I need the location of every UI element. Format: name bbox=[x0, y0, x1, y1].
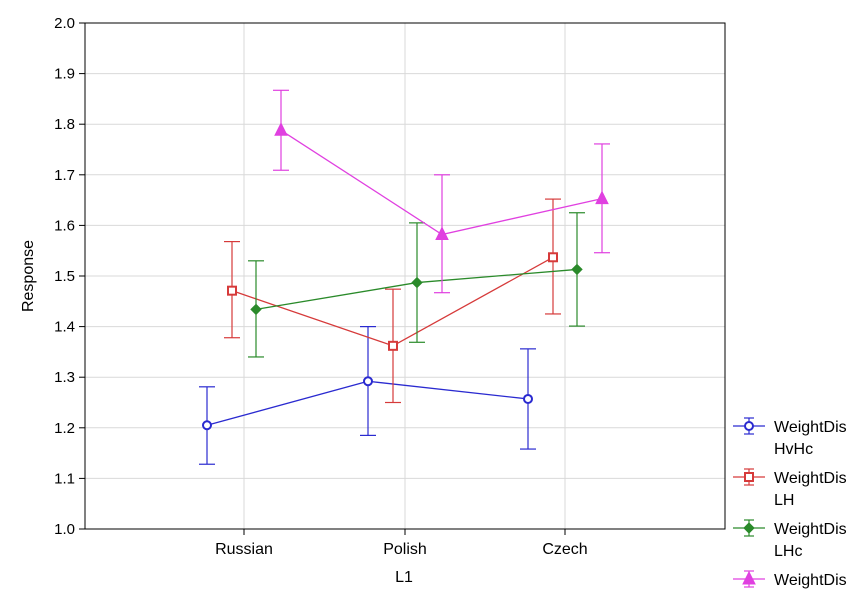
y-tick-label: 1.6 bbox=[54, 217, 75, 234]
y-tick-label: 1.3 bbox=[54, 369, 75, 386]
legend-item: WeightDis LHc bbox=[733, 519, 847, 560]
series bbox=[199, 89, 610, 465]
data-point bbox=[595, 190, 609, 205]
y-tick-label: 1.7 bbox=[54, 167, 75, 184]
data-point bbox=[523, 393, 533, 404]
x-tick-label: Czech bbox=[542, 541, 587, 558]
legend-label: WeightDis bbox=[774, 521, 847, 538]
x-tick-label: Russian bbox=[215, 541, 273, 558]
legend-marker bbox=[743, 522, 755, 534]
legend-label: LH bbox=[774, 492, 794, 509]
y-tick-label: 1.5 bbox=[54, 268, 75, 285]
legend-label: HvHc bbox=[774, 441, 813, 458]
legend-marker bbox=[744, 421, 754, 431]
data-point bbox=[435, 226, 449, 241]
grid bbox=[85, 23, 725, 529]
x-axis-label: L1 bbox=[395, 569, 413, 586]
x-tick-label: Polish bbox=[383, 541, 427, 558]
legend-label: WeightDis bbox=[774, 470, 847, 487]
data-point bbox=[202, 420, 212, 431]
legend-label: LHc bbox=[774, 543, 802, 560]
y-tick-label: 1.9 bbox=[54, 66, 75, 83]
series-lhv bbox=[273, 89, 610, 294]
data-point bbox=[227, 285, 237, 296]
y-tick-label: 1.2 bbox=[54, 420, 75, 437]
y-axis-label: Response bbox=[20, 240, 37, 312]
legend-marker bbox=[742, 570, 756, 585]
legend-item: WeightDis HvHc bbox=[733, 417, 847, 458]
data-point bbox=[411, 276, 423, 289]
data-point bbox=[250, 303, 262, 316]
legend-label: WeightDis bbox=[774, 572, 847, 589]
series-lh bbox=[224, 198, 561, 404]
y-tick-label: 2.0 bbox=[54, 15, 75, 32]
data-point bbox=[363, 376, 373, 387]
series-lhc bbox=[248, 212, 585, 358]
legend-item: WeightDis LH bbox=[733, 468, 847, 509]
legend-label: WeightDis bbox=[774, 419, 847, 436]
legend: WeightDisHvHcWeightDisLHWeightDisLHcWeig… bbox=[733, 417, 847, 595]
y-tick-label: 1.0 bbox=[54, 521, 75, 538]
data-point bbox=[548, 252, 558, 263]
data-point bbox=[571, 263, 583, 276]
legend-marker bbox=[744, 472, 754, 482]
y-tick-label: 1.4 bbox=[54, 319, 75, 336]
data-point bbox=[388, 340, 398, 351]
legend-item: WeightDisLHv bbox=[733, 570, 847, 595]
y-tick-label: 1.8 bbox=[54, 116, 75, 133]
data-point bbox=[274, 122, 288, 136]
axes: 1.0 1.1 1.2 1.3 1.4 1.5 1.6 1.7 1.8 1.9 2.0 Russian… bbox=[54, 15, 588, 558]
series-hvhc bbox=[199, 326, 536, 465]
y-tick-label: 1.1 bbox=[54, 470, 75, 487]
